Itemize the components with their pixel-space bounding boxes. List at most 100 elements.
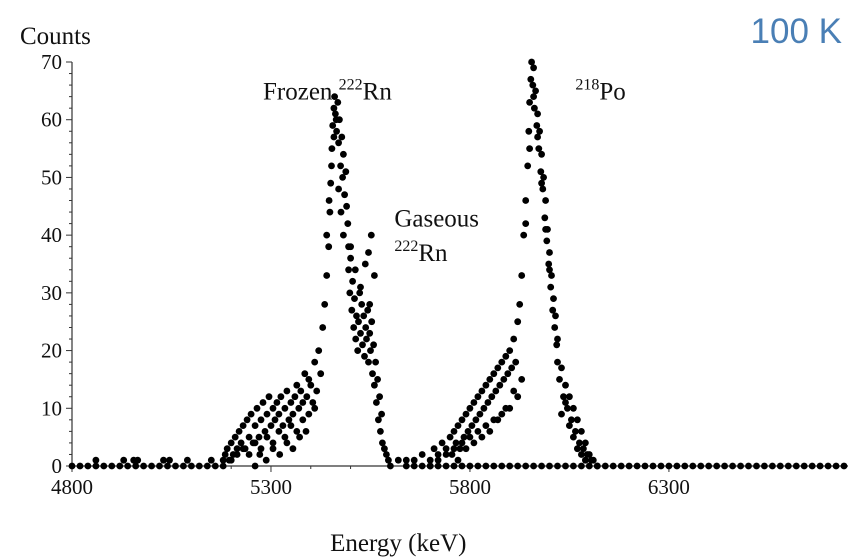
data-point bbox=[313, 387, 321, 395]
data-point bbox=[681, 462, 689, 470]
data-point bbox=[269, 439, 277, 447]
data-point bbox=[269, 445, 277, 453]
data-point bbox=[281, 404, 289, 412]
data-point bbox=[582, 439, 589, 447]
data-point bbox=[262, 456, 270, 464]
data-point bbox=[514, 318, 522, 326]
data-point bbox=[245, 451, 253, 458]
data-point bbox=[589, 456, 597, 464]
data-point bbox=[371, 381, 378, 389]
data-point bbox=[552, 312, 559, 320]
data-point bbox=[792, 462, 800, 470]
data-point bbox=[339, 174, 346, 181]
data-point bbox=[207, 456, 215, 464]
data-point bbox=[522, 220, 530, 228]
data-point bbox=[233, 445, 241, 453]
data-point bbox=[462, 445, 470, 453]
data-point bbox=[295, 404, 303, 412]
data-point bbox=[474, 393, 482, 401]
data-point bbox=[466, 404, 474, 412]
data-point bbox=[360, 312, 368, 320]
y-tick-label: 0 bbox=[52, 454, 63, 478]
data-point bbox=[347, 243, 354, 251]
data-point bbox=[261, 428, 269, 435]
data-point bbox=[257, 416, 265, 424]
data-point bbox=[472, 416, 480, 424]
data-point bbox=[410, 456, 418, 464]
data-point bbox=[256, 451, 264, 458]
data-point bbox=[357, 283, 364, 291]
data-point bbox=[486, 376, 494, 383]
data-point bbox=[450, 462, 458, 470]
annotation-superscript: 222 bbox=[394, 238, 418, 255]
data-point bbox=[450, 445, 458, 453]
data-point bbox=[508, 364, 516, 372]
data-point bbox=[76, 462, 84, 470]
data-point bbox=[514, 462, 522, 470]
data-point bbox=[456, 445, 464, 453]
data-point bbox=[348, 306, 356, 314]
data-point bbox=[776, 462, 784, 470]
data-point bbox=[376, 393, 383, 401]
data-point bbox=[560, 393, 567, 401]
data-point bbox=[337, 162, 344, 170]
data-point bbox=[442, 451, 450, 458]
data-point bbox=[243, 416, 251, 424]
data-point bbox=[276, 451, 284, 458]
data-point bbox=[568, 416, 575, 424]
data-point bbox=[166, 456, 173, 464]
data-point bbox=[502, 352, 510, 360]
data-point bbox=[492, 387, 500, 395]
data-point bbox=[287, 422, 295, 429]
data-point bbox=[518, 272, 526, 279]
data-point bbox=[188, 462, 195, 470]
data-point bbox=[476, 410, 484, 418]
data-point bbox=[418, 462, 426, 470]
data-point bbox=[84, 462, 92, 470]
data-point bbox=[377, 428, 384, 435]
data-point bbox=[92, 456, 100, 464]
data-point bbox=[387, 462, 394, 470]
data-point bbox=[464, 428, 472, 435]
data-point bbox=[570, 462, 577, 470]
data-point bbox=[269, 404, 277, 412]
data-point bbox=[824, 462, 832, 470]
data-point bbox=[539, 185, 547, 193]
data-point bbox=[311, 358, 319, 366]
data-point bbox=[446, 433, 454, 441]
data-point bbox=[518, 376, 526, 383]
data-point bbox=[657, 462, 665, 470]
data-point bbox=[546, 249, 553, 256]
data-point bbox=[344, 220, 352, 228]
data-point bbox=[265, 393, 273, 401]
data-point bbox=[482, 422, 490, 429]
data-point bbox=[221, 451, 229, 458]
data-point bbox=[303, 393, 311, 401]
data-point bbox=[460, 433, 468, 441]
data-point bbox=[340, 150, 347, 158]
data-point bbox=[574, 416, 581, 424]
data-point bbox=[480, 404, 488, 412]
data-point bbox=[275, 428, 283, 435]
annotation-gaseous-rn-line1: Gaseous bbox=[394, 205, 479, 232]
data-point bbox=[92, 462, 100, 470]
data-point bbox=[498, 462, 506, 470]
annotation-superscript: 218 bbox=[575, 77, 599, 94]
data-point bbox=[454, 422, 462, 429]
data-point bbox=[301, 370, 309, 378]
data-point bbox=[247, 410, 255, 418]
data-point bbox=[355, 318, 362, 326]
data-point bbox=[665, 462, 673, 470]
data-point bbox=[148, 462, 156, 470]
data-point bbox=[326, 208, 334, 216]
data-point bbox=[418, 451, 426, 458]
data-point bbox=[832, 462, 840, 470]
data-point bbox=[430, 445, 438, 453]
data-point bbox=[160, 456, 167, 464]
data-point bbox=[68, 462, 76, 470]
data-point bbox=[434, 451, 442, 458]
data-point bbox=[452, 439, 460, 447]
data-point bbox=[478, 387, 486, 395]
data-point bbox=[512, 358, 520, 366]
data-point bbox=[219, 462, 227, 470]
